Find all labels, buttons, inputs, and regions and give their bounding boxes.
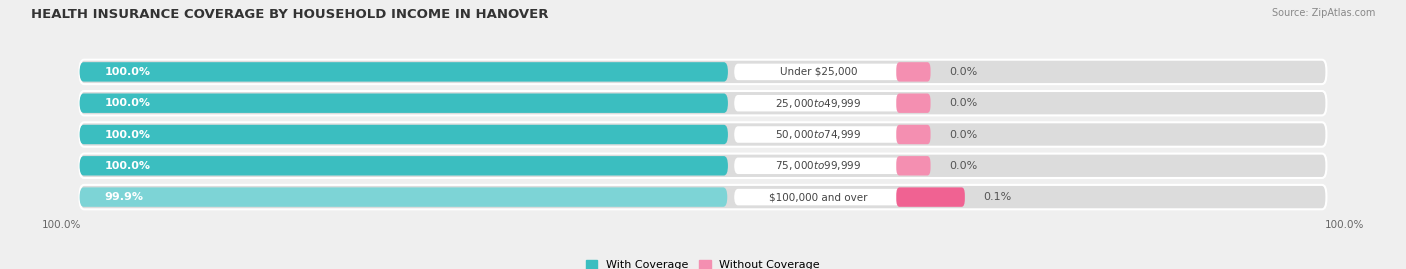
Text: 0.0%: 0.0%	[949, 67, 977, 77]
Text: 100.0%: 100.0%	[104, 98, 150, 108]
FancyBboxPatch shape	[734, 126, 903, 143]
Text: 0.1%: 0.1%	[984, 192, 1012, 202]
Text: 0.0%: 0.0%	[949, 161, 977, 171]
Text: 100.0%: 100.0%	[104, 67, 150, 77]
FancyBboxPatch shape	[80, 156, 728, 175]
Text: 100.0%: 100.0%	[1324, 220, 1364, 230]
Text: 0.0%: 0.0%	[949, 129, 977, 140]
FancyBboxPatch shape	[896, 62, 931, 82]
Text: 100.0%: 100.0%	[42, 220, 82, 230]
FancyBboxPatch shape	[734, 189, 903, 205]
FancyBboxPatch shape	[80, 187, 727, 207]
FancyBboxPatch shape	[80, 94, 728, 113]
Text: $25,000 to $49,999: $25,000 to $49,999	[775, 97, 862, 110]
Text: 100.0%: 100.0%	[104, 161, 150, 171]
FancyBboxPatch shape	[896, 187, 965, 207]
FancyBboxPatch shape	[734, 158, 903, 174]
Text: Under $25,000: Under $25,000	[779, 67, 858, 77]
FancyBboxPatch shape	[80, 62, 728, 82]
Text: Source: ZipAtlas.com: Source: ZipAtlas.com	[1271, 8, 1375, 18]
Text: 99.9%: 99.9%	[104, 192, 143, 202]
Text: $100,000 and over: $100,000 and over	[769, 192, 868, 202]
FancyBboxPatch shape	[80, 60, 1326, 84]
FancyBboxPatch shape	[896, 94, 931, 113]
FancyBboxPatch shape	[80, 154, 1326, 178]
FancyBboxPatch shape	[80, 122, 1326, 147]
FancyBboxPatch shape	[80, 91, 1326, 115]
FancyBboxPatch shape	[80, 185, 1326, 209]
Text: 0.0%: 0.0%	[949, 98, 977, 108]
FancyBboxPatch shape	[80, 125, 728, 144]
FancyBboxPatch shape	[896, 125, 931, 144]
FancyBboxPatch shape	[734, 95, 903, 111]
Text: $75,000 to $99,999: $75,000 to $99,999	[775, 159, 862, 172]
Text: $50,000 to $74,999: $50,000 to $74,999	[775, 128, 862, 141]
Text: 100.0%: 100.0%	[104, 129, 150, 140]
Legend: With Coverage, Without Coverage: With Coverage, Without Coverage	[586, 260, 820, 269]
FancyBboxPatch shape	[896, 156, 931, 175]
Text: HEALTH INSURANCE COVERAGE BY HOUSEHOLD INCOME IN HANOVER: HEALTH INSURANCE COVERAGE BY HOUSEHOLD I…	[31, 8, 548, 21]
FancyBboxPatch shape	[734, 64, 903, 80]
